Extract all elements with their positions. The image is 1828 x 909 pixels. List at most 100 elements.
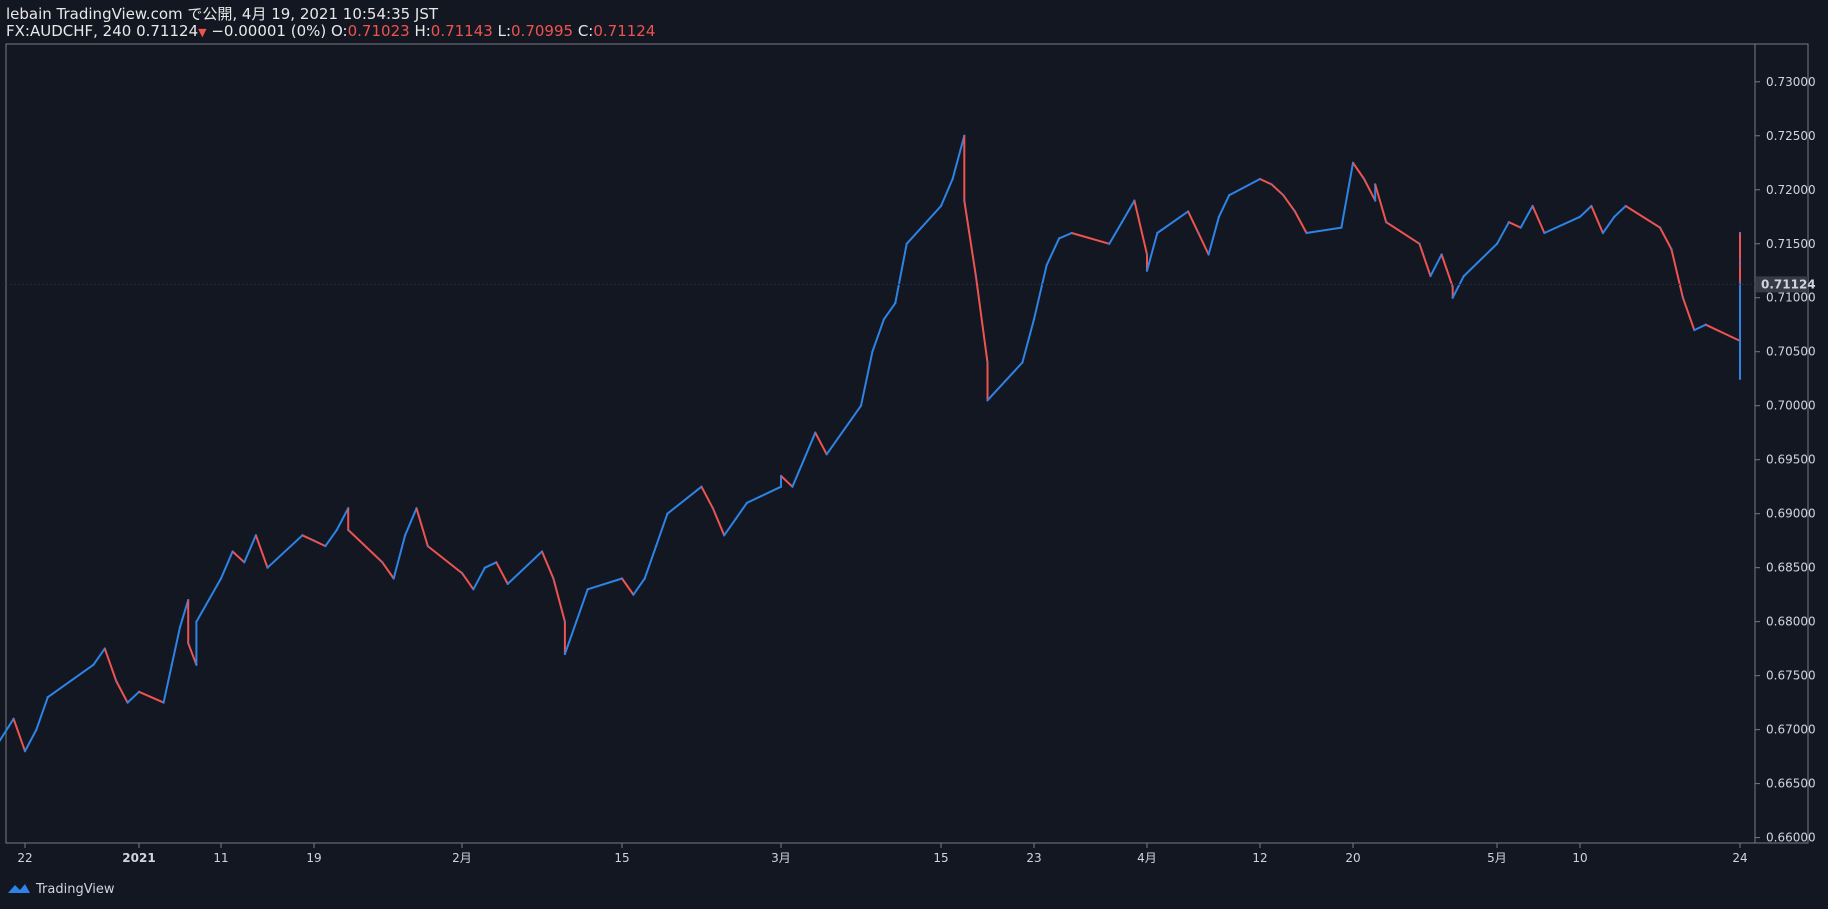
price-segment	[46, 663, 95, 699]
price-point	[46, 696, 49, 699]
price-point	[1418, 242, 1421, 245]
price-point	[1507, 221, 1511, 224]
price-point	[1738, 258, 1742, 262]
price-point	[254, 534, 258, 537]
symbol-label[interactable]: FX:AUDCHF, 240	[6, 22, 132, 40]
price-segment	[860, 350, 874, 407]
price-segment	[1418, 242, 1432, 278]
low-value: 0.70995	[511, 22, 574, 40]
price-segment	[791, 458, 805, 488]
x-tick-label: 22	[17, 851, 32, 865]
price-point	[12, 717, 15, 720]
price-point	[219, 577, 223, 580]
price-point	[187, 598, 190, 602]
y-tick-label: 0.66500	[1766, 777, 1816, 791]
tradingview-brand[interactable]: TradingView	[6, 881, 115, 897]
price-point	[859, 404, 863, 407]
price-point	[483, 566, 487, 569]
price-segment	[254, 534, 269, 569]
price-point	[1429, 274, 1432, 278]
price-point	[1374, 199, 1377, 202]
price-point	[654, 544, 658, 548]
price-point	[403, 534, 407, 537]
close-label: C:	[577, 22, 594, 40]
price-segment	[1531, 205, 1546, 234]
price-point	[301, 534, 304, 537]
price-segment	[12, 717, 26, 753]
brand-name: TradingView	[36, 881, 115, 897]
price-point	[137, 690, 141, 693]
price-point	[381, 561, 384, 564]
price-segment	[301, 534, 315, 542]
price-segment	[700, 485, 714, 510]
price-segment	[1670, 248, 1684, 299]
price-segment	[126, 690, 140, 704]
price-point	[162, 701, 165, 704]
price-point	[426, 544, 429, 548]
price-segment	[1207, 215, 1220, 256]
x-tick-label: 15	[614, 851, 629, 865]
price-segment	[541, 550, 555, 580]
price-segment	[162, 663, 173, 704]
down-triangle-icon: ▼	[198, 26, 207, 39]
price-point	[586, 588, 589, 591]
plot-frame	[5, 43, 1809, 844]
price-segment	[1293, 210, 1308, 234]
price-segment	[404, 507, 418, 537]
price-segment	[103, 647, 118, 682]
price-segment	[506, 550, 543, 585]
low-label: L:	[497, 22, 512, 40]
last-price: 0.71124	[136, 22, 199, 40]
price-point	[35, 728, 38, 731]
price-segment	[951, 134, 966, 180]
price-segment	[1601, 215, 1616, 234]
price-segment	[335, 507, 350, 531]
price-point	[1738, 372, 1742, 375]
price-point	[1156, 231, 1159, 235]
price-point	[723, 534, 726, 537]
price-point	[1133, 199, 1136, 202]
price-point	[1462, 274, 1466, 278]
x-tick-label: 5月	[1487, 851, 1507, 865]
price-segment	[871, 318, 885, 353]
y-tick-label: 0.71000	[1766, 291, 1816, 305]
price-segment	[243, 534, 257, 564]
price-point	[779, 474, 783, 478]
price-point	[643, 577, 646, 580]
publish-line: lebain TradingView.com で公開, 4月 19, 2021 …	[6, 5, 439, 23]
y-tick-label: 0.66000	[1766, 831, 1816, 845]
price-segment	[586, 577, 623, 591]
price-point	[335, 528, 338, 532]
price-point	[1704, 323, 1707, 326]
x-tick-label: 3月	[771, 851, 791, 865]
price-point	[1681, 296, 1685, 299]
price-segment	[563, 620, 578, 655]
price-segment	[1363, 178, 1377, 202]
price-point	[1495, 242, 1499, 245]
price-point	[802, 458, 806, 461]
price-point	[1070, 231, 1073, 235]
price-point	[495, 561, 498, 564]
chart-publish-info: lebain TradingView.com で公開, 4月 19, 2021 …	[6, 5, 438, 23]
price-point	[963, 199, 966, 202]
price-segment	[1704, 323, 1741, 342]
price-point	[1021, 361, 1024, 364]
price-point	[540, 550, 544, 553]
price-point	[1624, 204, 1627, 208]
y-tick-label: 0.67000	[1766, 723, 1816, 737]
price-segment	[814, 431, 828, 456]
price-point	[170, 663, 173, 666]
price-point	[563, 652, 567, 656]
price-segment	[170, 626, 181, 666]
chart-legend: FX:AUDCHF, 240 0.71124▼ −0.00001 (0%) O:…	[6, 22, 655, 42]
price-point	[1045, 264, 1048, 267]
price-point	[1385, 221, 1388, 224]
price-point	[23, 750, 27, 753]
price-segment	[24, 728, 38, 753]
price-point	[1738, 264, 1742, 267]
y-tick-label: 0.73000	[1766, 75, 1816, 89]
price-segment	[1070, 232, 1111, 245]
price-point	[825, 453, 828, 456]
price-segment	[723, 518, 737, 537]
